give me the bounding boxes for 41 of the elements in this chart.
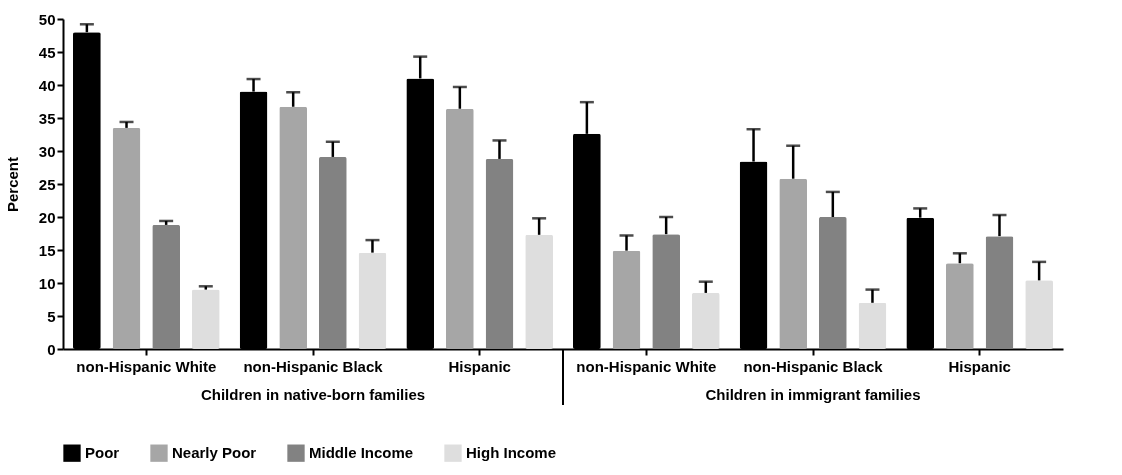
- bar: [279, 106, 308, 349]
- bar: [691, 292, 720, 349]
- y-tick-label: 30: [38, 142, 56, 160]
- y-tick-label: 35: [38, 109, 56, 127]
- text: Children in native-born families: [200, 386, 426, 403]
- y-tick-label: 5: [47, 307, 56, 325]
- bar: [112, 127, 141, 349]
- bar: [1025, 280, 1053, 349]
- legend-label: Poor: [85, 444, 120, 462]
- bar: [358, 252, 387, 349]
- x-tick-label: Hispanic: [948, 357, 1011, 375]
- bar: [985, 236, 1014, 349]
- bar: [191, 289, 220, 349]
- y-tick-label: 20: [38, 208, 56, 226]
- y-tick-label: 15: [38, 241, 56, 259]
- y-tick-label: 40: [38, 76, 56, 94]
- x-tick-label: Hispanic: [448, 357, 511, 375]
- y-tick-label: 50: [38, 10, 56, 28]
- y-tick-label: 25: [38, 175, 56, 193]
- x-tick-label: non-Hispanic Black: [243, 357, 384, 375]
- bar: [318, 156, 347, 349]
- x-tick-label: non-Hispanic White: [76, 357, 217, 375]
- bar: [945, 263, 974, 349]
- legend-label: Middle Income: [309, 444, 414, 462]
- legend-label: High Income: [466, 444, 557, 462]
- bar: [652, 234, 681, 349]
- bar: [525, 234, 553, 349]
- y-tick-label: 45: [38, 43, 56, 61]
- bar: [445, 108, 474, 349]
- bar: [612, 250, 641, 349]
- y-tick-label: 10: [38, 274, 56, 292]
- text: Children in immigrant families: [705, 386, 921, 403]
- legend-label: Nearly Poor: [172, 444, 257, 462]
- y-axis-title: Percent: [3, 156, 21, 213]
- bar: [485, 158, 514, 349]
- bar: [779, 178, 808, 349]
- bar: [858, 302, 887, 349]
- x-tick-label: non-Hispanic Black: [743, 357, 884, 375]
- bar: [818, 217, 847, 349]
- y-tick-label: 0: [47, 340, 56, 358]
- x-tick-label: non-Hispanic White: [576, 357, 717, 375]
